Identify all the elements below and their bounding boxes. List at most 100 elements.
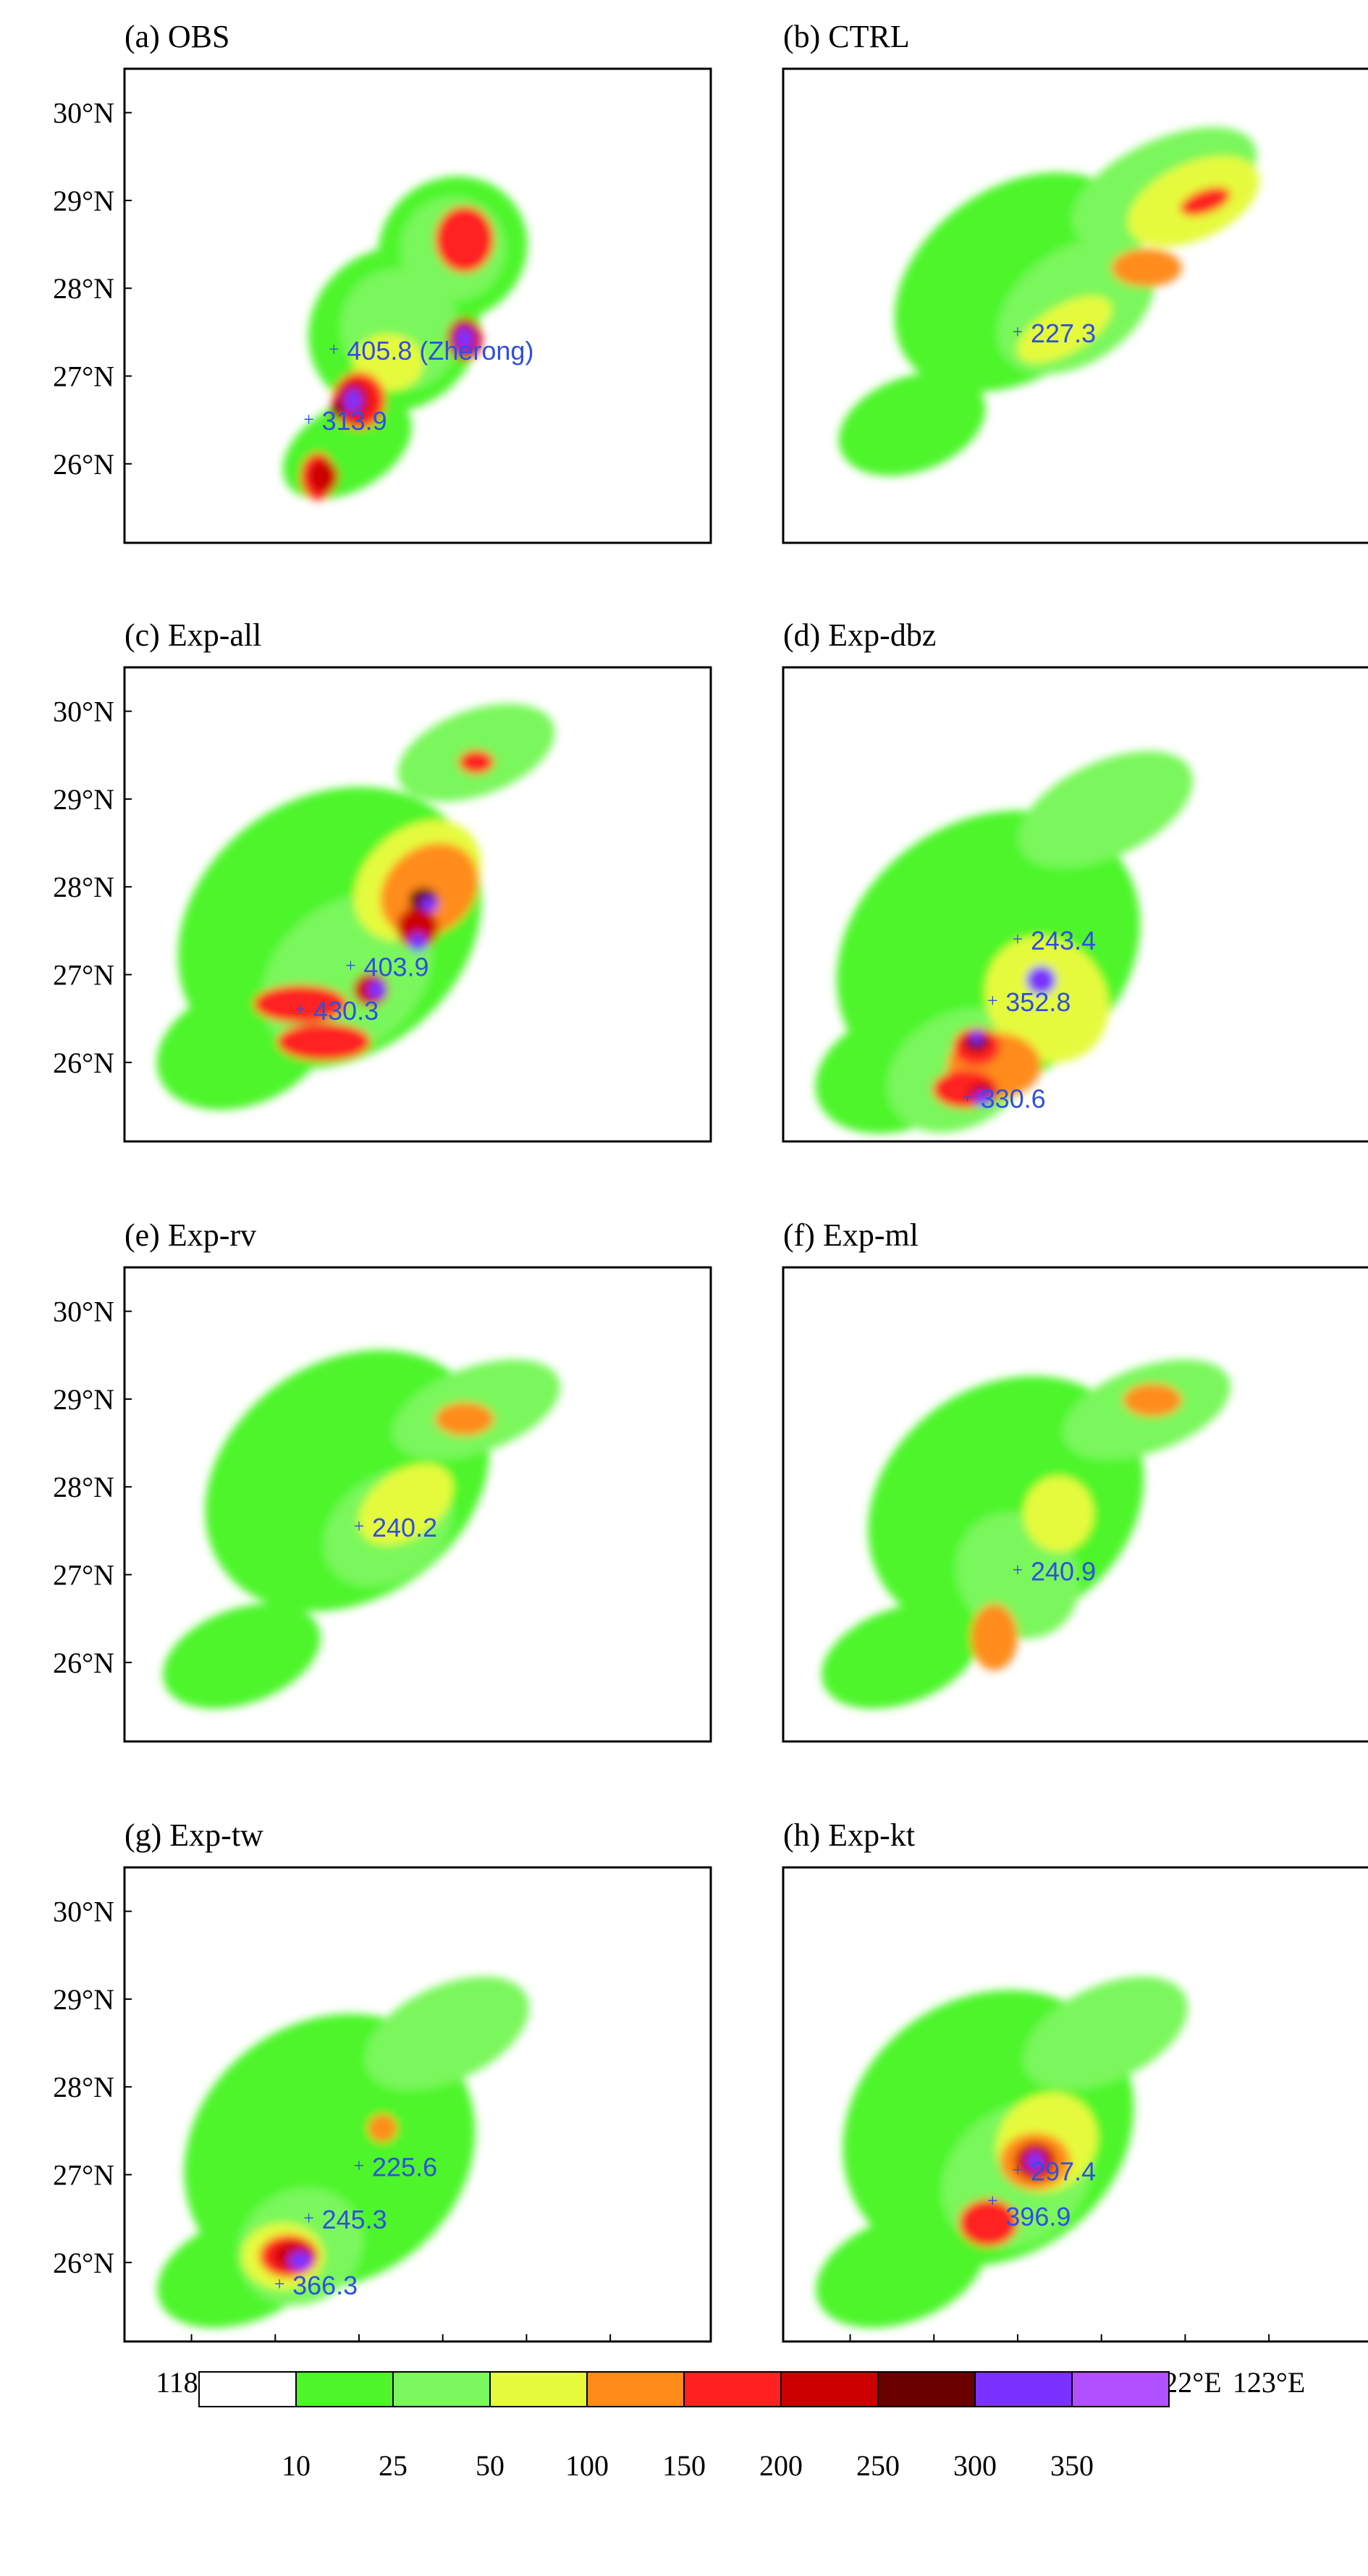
lat-tick-label: 29°N (53, 1983, 114, 2016)
panel: (e) Exp-rv 30°N 29°N 28°N 27°N 26°N + 240.2 (53, 1217, 712, 1743)
rain-contour (959, 2199, 1018, 2247)
rain-contour (1023, 1476, 1094, 1552)
lat-tick-label: 27°N (53, 959, 114, 992)
map-frame (123, 1266, 712, 1743)
station-marker: + (962, 1086, 973, 1107)
map-frame (782, 1866, 1368, 2343)
lat-tick-label: 26°N (53, 2247, 114, 2279)
rain-contour (1026, 966, 1056, 994)
colorbar: 10 25 50 100 150 200 250 300 350 (198, 2371, 1170, 2482)
rain-contour (971, 1030, 983, 1044)
rain-contour (421, 897, 439, 912)
panel-label: (e) Exp-rv (124, 1217, 256, 1253)
panel: (b) CTRL + 227.3 (782, 19, 1368, 544)
max-rainfall-label: 405.8 (Zherong) (347, 336, 533, 366)
max-rainfall-label: 313.9 (322, 406, 387, 436)
lat-tick-label: 28°N (53, 2071, 114, 2103)
panel-label: (f) Exp-ml (783, 1217, 919, 1253)
rain-contour (309, 460, 339, 494)
panel: (d) Exp-dbz + 243.4 + 352.8 + 330.6 (782, 617, 1368, 1143)
station-marker: + (303, 409, 314, 430)
rain-contour (408, 932, 427, 952)
rainfall-field (783, 69, 1368, 543)
station-marker: + (987, 2190, 998, 2211)
rain-contour (1111, 248, 1182, 287)
max-rainfall-label: 243.4 (1031, 926, 1096, 955)
max-rainfall-label: 396.9 (1005, 2202, 1071, 2231)
rain-contour (1180, 187, 1230, 216)
colorbar-tick-label: 100 (565, 2449, 609, 2482)
max-rainfall-label: 240.9 (1031, 1556, 1096, 1586)
lat-tick-label: 30°N (53, 97, 114, 130)
panel: (g) Exp-tw30°N29°N28°N27°N26°N118°E119°E… (53, 1817, 712, 2399)
rain-contour (984, 936, 1110, 1063)
lat-tick-label: 26°N (53, 1647, 114, 1679)
map-frame (123, 666, 712, 1143)
max-rainfall-label: 352.8 (1005, 987, 1071, 1017)
max-rainfall-label: 240.2 (372, 1513, 437, 1542)
panel: (h) Exp-kt118°E119°E120°E121°E122°E123°E… (782, 1817, 1368, 2399)
rainfall-field (124, 667, 711, 1141)
rain-contour (1123, 1383, 1182, 1417)
panel-label: (g) Exp-tw (124, 1817, 263, 1853)
rain-contour (435, 206, 494, 273)
rain-contour (971, 1604, 1018, 1671)
rain-contour (838, 372, 986, 476)
station-marker: + (1013, 321, 1023, 342)
rain-contour (974, 1091, 992, 1106)
colorbar-tick-label: 200 (759, 2449, 803, 2482)
lon-tick-label: 123°E (1233, 2366, 1305, 2399)
station-marker: + (1013, 2159, 1023, 2180)
rain-contour (822, 1603, 979, 1709)
rainfall-field (124, 1867, 711, 2341)
rainfall-field (783, 1267, 1368, 1741)
panel: (f) Exp-ml + 240.9 (782, 1217, 1368, 1743)
colorbar-tick-label: 350 (1050, 2449, 1094, 2482)
panel: (a) OBS 30°N 29°N 28°N 27°N 26°N + 405.8 (Zhero… (53, 19, 712, 544)
max-rainfall-label: 330.6 (981, 1084, 1046, 1113)
rain-contour (344, 389, 363, 413)
lat-tick-label: 27°N (53, 360, 114, 393)
panel-label: (b) CTRL (783, 19, 910, 54)
colorbar-swatch (974, 2371, 1073, 2407)
rain-contour (163, 1603, 321, 1709)
rain-contour (288, 2251, 313, 2271)
rain-contour (1017, 296, 1112, 363)
rain-contour (276, 1023, 371, 1061)
rainfall-field (783, 1867, 1368, 2341)
lat-tick-label: 26°N (53, 448, 114, 481)
colorbar-tick-label: 300 (953, 2449, 997, 2482)
station-marker: + (354, 1516, 365, 1537)
station-marker: + (345, 955, 356, 976)
station-marker: + (329, 339, 339, 360)
colorbar-swatch (295, 2371, 394, 2407)
map-frame (782, 67, 1368, 544)
colorbar-swatch (683, 2371, 782, 2407)
colorbar-tick-label: 50 (476, 2449, 504, 2482)
lat-tick-label: 29°N (53, 783, 114, 816)
rain-contour (358, 1464, 454, 1545)
rain-contour (458, 750, 494, 774)
lat-tick-label: 29°N (53, 185, 114, 217)
lat-tick-label: 27°N (53, 1559, 114, 1592)
colorbar-swatch (780, 2371, 879, 2407)
map-frame (123, 1866, 712, 2343)
rain-contour (455, 326, 473, 351)
colorbar-swatch (392, 2371, 491, 2407)
lat-tick-label: 28°N (53, 1471, 114, 1503)
rain-contour (1023, 1976, 1188, 2090)
colorbar-swatch (586, 2371, 685, 2407)
panel-label: (c) Exp-all (124, 617, 261, 653)
max-rainfall-label: 297.4 (1031, 2156, 1096, 2186)
map-frame (782, 1266, 1368, 1743)
rainfall-field (124, 1267, 711, 1741)
rain-contour (397, 906, 439, 950)
station-marker: + (1013, 1559, 1023, 1580)
rain-contour (329, 402, 342, 418)
station-marker: + (274, 2273, 285, 2294)
map-frame (782, 666, 1368, 1143)
map-frame (123, 67, 712, 544)
lat-tick-label: 27°N (53, 2159, 114, 2192)
panel-label: (d) Exp-dbz (783, 617, 936, 653)
